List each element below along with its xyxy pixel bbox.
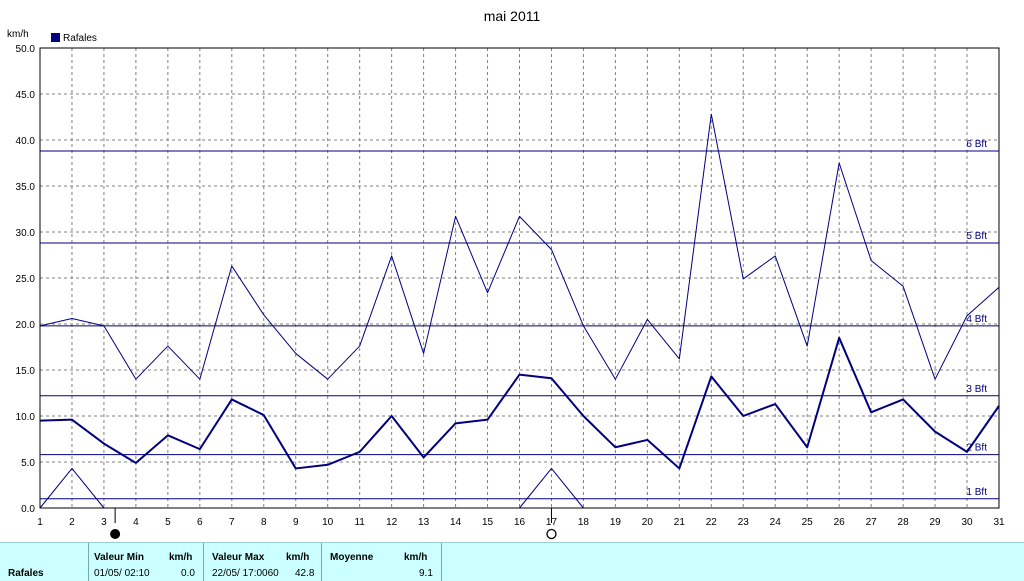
x-tick-label: 25 [802,517,814,528]
x-tick-label: 20 [642,517,654,528]
series-line-average [39,336,1000,470]
legend-swatch [51,33,60,42]
min-value: 0.0 [181,568,195,579]
plot-frame [39,47,1000,509]
beaufort-label: 3 Bft [966,384,987,395]
min-header: Valeur Min [94,552,145,563]
x-tick-label: 31 [993,517,1005,528]
x-tick-label: 7 [229,517,235,528]
x-tick-label: 24 [770,517,782,528]
y-tick-label: 5.0 [21,458,35,469]
x-tick-label: 27 [866,517,878,528]
x-tick-label: 4 [133,517,139,528]
stats-row-label: Rafales [8,568,44,579]
y-tick-label: 50.0 [16,44,36,55]
y-tick-label: 30.0 [16,228,36,239]
chart-title: mai 2011 [484,8,541,24]
x-tick-label: 10 [322,517,334,528]
beaufort-label: 6 Bft [966,139,987,150]
y-tick-label: 25.0 [16,274,36,285]
wind-chart: 1 Bft 2 Bft 3 Bft 4 Bft 5 Bft 6 Bft 0.0 5.0 10.… [7,8,1005,540]
stats-min-cell: Valeur Min km/h 01/05/ 02:10 0.0 [88,543,204,581]
x-tick-label: 9 [293,517,299,528]
x-tick-label: 30 [961,517,973,528]
stats-avg-cell: Moyenne km/h 9.1 [322,543,442,581]
x-tick-label: 1 [37,517,43,528]
x-tick-label: 29 [930,517,942,528]
grid [39,47,1000,509]
x-tick-label: 26 [834,517,846,528]
beaufort-label: 2 Bft [966,443,987,454]
x-tick-label: 13 [418,517,430,528]
min-unit: km/h [169,552,193,563]
avg-header: Moyenne [330,552,374,563]
beaufort-label: 4 Bft [966,314,987,325]
x-tick-label: 28 [898,517,910,528]
y-axis-unit: km/h [7,29,29,40]
x-tick-label: 6 [197,517,203,528]
max-header: Valeur Max [212,552,265,563]
x-tick-label: 5 [165,517,171,528]
series-line-max [39,113,1000,380]
beaufort-label: 1 Bft [966,487,987,498]
y-tick-label: 35.0 [16,182,36,193]
x-tick-label: 21 [674,517,686,528]
x-tick-label: 18 [578,517,590,528]
stats-panel: Rafales Valeur Min km/h 01/05/ 02:10 0.0… [0,542,1024,581]
min-date: 01/05/ 02:10 [94,568,150,579]
series-line-min [519,467,584,509]
x-tick-label: 15 [482,517,494,528]
max-unit: km/h [286,552,310,563]
beaufort-lines: 1 Bft 2 Bft 3 Bft 4 Bft 5 Bft 6 Bft [40,139,999,500]
x-tick-label: 12 [386,517,398,528]
beaufort-label: 5 Bft [966,231,987,242]
y-tick-label: 10.0 [16,412,36,423]
y-tick-label: 45.0 [16,90,36,101]
x-tick-label: 22 [706,517,718,528]
x-tick-label: 16 [514,517,526,528]
y-tick-label: 15.0 [16,366,36,377]
x-tick-label: 2 [69,517,75,528]
series-line-min [39,467,105,509]
x-tick-label: 14 [450,517,462,528]
x-tick-label: 3 [101,517,107,528]
new-moon-icon [110,529,121,539]
series-lines [39,113,1000,509]
x-tick-label: 11 [354,517,365,528]
y-tick-label: 0.0 [21,504,35,515]
max-value: 42.8 [295,568,315,579]
stats-max-cell: Valeur Max km/h 22/05/ 17:0060 42.8 [204,543,322,581]
legend-label: Rafales [63,33,97,44]
full-moon-icon [546,528,557,540]
y-tick-label: 40.0 [16,136,36,147]
max-date: 22/05/ 17:0060 [212,568,279,579]
y-tick-label: 20.0 [16,320,36,331]
avg-value: 9.1 [419,568,433,579]
x-tick-label: 19 [610,517,622,528]
x-tick-label: 8 [261,517,267,528]
x-tick-label: 23 [738,517,750,528]
axes: 0.0 5.0 10.0 15.0 20.0 25.0 30.0 35.0 40.0 45.0 50… [16,44,1005,540]
avg-unit: km/h [404,552,428,563]
